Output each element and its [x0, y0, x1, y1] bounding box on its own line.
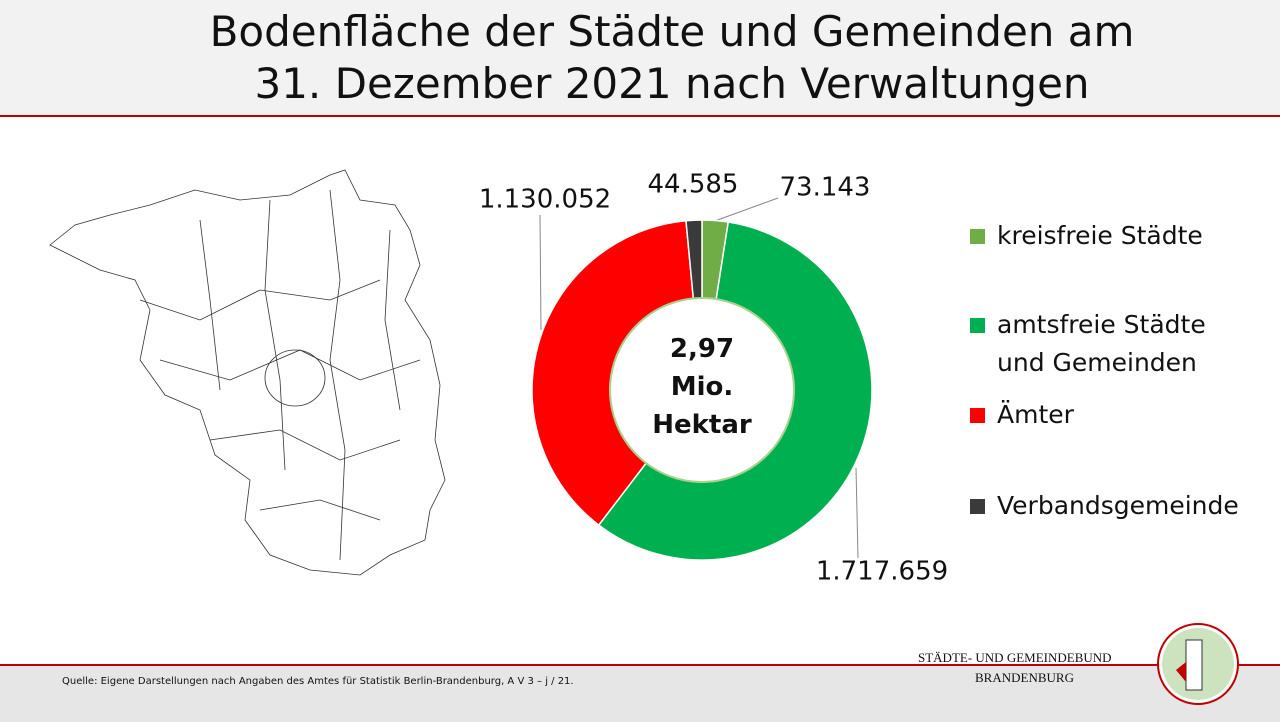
legend-label: amtsfreie Städte und Gemeinden — [997, 310, 1206, 377]
legend-label: Verbandsgemeinde — [997, 491, 1239, 520]
header — [0, 0, 1280, 117]
center-label: 2,97 Mio. Hektar — [652, 334, 752, 440]
footer — [0, 664, 1280, 722]
leader-lines — [539, 197, 859, 559]
logo-text: STÄDTE- UND GEMEINDEBUND — [918, 650, 1112, 665]
legend-swatch — [970, 229, 985, 244]
legend-item: Ämter — [968, 396, 1238, 434]
donut-hole — [609, 297, 795, 483]
legend-item: amtsfreie Städte und Gemeinden — [968, 306, 1238, 382]
data-label: 44.585 — [648, 170, 739, 200]
legend-label: kreisfreie Städte — [997, 221, 1203, 250]
data-label: 1.130.052 — [479, 185, 611, 215]
data-label: 1.717.659 — [816, 557, 948, 587]
legend-swatch — [970, 499, 985, 514]
data-label: 73.143 — [780, 173, 871, 203]
legend-swatch — [970, 408, 985, 423]
logo-text: BRANDENBURG — [975, 670, 1074, 685]
title: Bodenfläche der Städte und Gemeinden am … — [209, 7, 1135, 108]
legend-label: Ämter — [997, 400, 1074, 429]
legend-swatch — [970, 318, 985, 333]
logo — [1157, 623, 1239, 705]
legend-item: Verbandsgemeinde — [968, 487, 1239, 525]
source: Quelle: Eigene Darstellungen nach Angabe… — [62, 676, 574, 687]
legend-item: kreisfreie Städte — [968, 217, 1238, 255]
map — [49, 169, 446, 576]
